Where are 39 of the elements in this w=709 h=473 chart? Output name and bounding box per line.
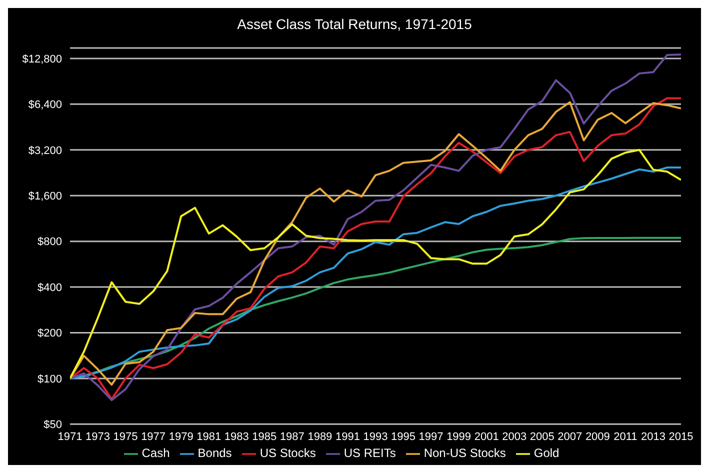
x-tick-label: 1997 [418,430,444,443]
y-tick-label: $800 [38,236,62,248]
x-tick-label: 2001 [474,430,499,443]
legend-label: US Stocks [260,446,316,460]
x-tick-label: 1977 [141,430,166,443]
x-tick-label: 1999 [446,430,472,443]
x-tick-label: 1989 [308,430,332,443]
x-tick-label: 1987 [280,430,304,443]
y-tick-label: $200 [38,328,62,340]
x-tick-label: 2005 [530,430,554,443]
y-tick-label: $400 [38,282,62,294]
chart-title: Asset Class Total Returns, 1971-2015 [236,15,473,34]
x-tick-label: 1985 [252,430,277,443]
x-tick-label: 2003 [502,430,527,443]
legend-label: Gold [534,446,560,460]
y-tick-label: $100 [38,373,62,386]
legend-label: US REITs [344,446,396,460]
x-tick-label: 2007 [558,430,582,443]
x-tick-label: 1991 [335,430,360,443]
x-tick-label: 2015 [668,430,694,443]
x-tick-label: 1979 [168,430,194,443]
x-tick-label: 2013 [640,430,666,443]
legend-label: Non-US Stocks [424,446,506,460]
x-tick-label: 1983 [224,430,249,443]
x-tick-label: 1981 [196,430,222,443]
y-tick-label: $50 [44,419,62,432]
legend-label: Bonds [198,446,232,460]
y-tick-label: $6,400 [28,99,62,112]
x-tick-label: 1973 [86,430,110,443]
x-tick-label: 2011 [614,430,638,443]
x-tick-label: 1975 [113,430,138,443]
legend-label: Cash [142,446,170,460]
x-tick-label: 1971 [58,430,82,443]
x-tick-label: 1993 [363,430,388,443]
y-tick-label: $12,800 [22,53,62,66]
x-tick-label: 2009 [585,430,610,443]
x-tick-label: 1995 [391,430,416,443]
y-tick-label: $1,600 [28,190,62,203]
y-tick-label: $3,200 [28,144,62,157]
